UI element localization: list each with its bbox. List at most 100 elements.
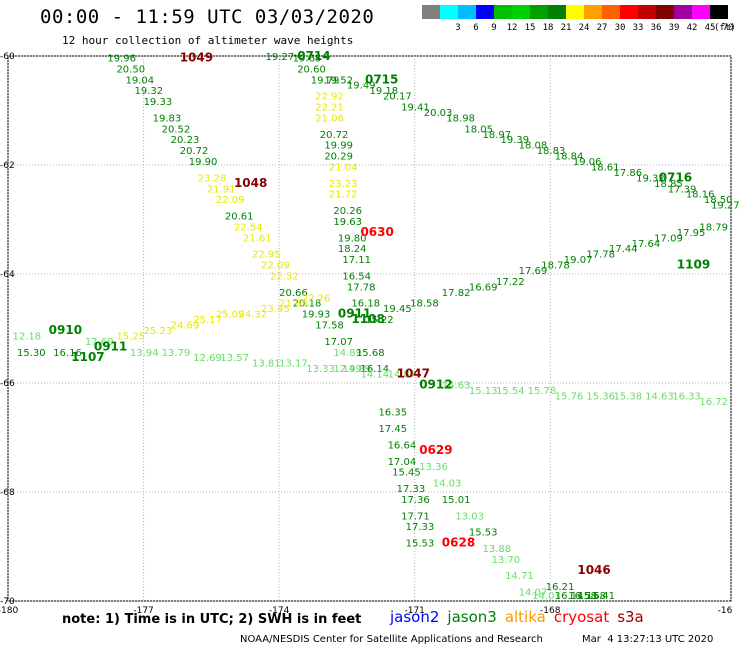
wave-height-value: 17.69: [519, 266, 548, 277]
legend-label: 27: [596, 23, 608, 33]
lat-tick-label: -64: [0, 270, 15, 280]
wave-height-value: 20.18: [293, 299, 322, 310]
wave-height-value: 17.33: [406, 522, 435, 533]
track-time-label: 0911: [338, 307, 371, 321]
wave-height-value: 22.09: [261, 261, 290, 272]
wave-height-value: 21.61: [243, 233, 272, 244]
wave-height-value: 13.70: [492, 555, 521, 566]
wave-height-value: 23.28: [198, 173, 227, 184]
wave-height-value: 15.53: [469, 528, 498, 539]
legend-label: 24: [578, 23, 590, 33]
wave-height-value: 19.45: [383, 304, 412, 315]
legend-swatch: [566, 5, 584, 19]
legend-swatch: [512, 5, 530, 19]
wave-height-value: 17.11: [342, 255, 371, 266]
wave-height-value: 16.33: [672, 391, 701, 402]
wave-height-value: 20.23: [171, 135, 200, 146]
wave-height-value: 22.32: [270, 271, 299, 282]
wave-height-value: 23.45: [261, 304, 290, 315]
track-time-label: 0630: [360, 225, 393, 239]
wave-height-value: 15.54: [496, 386, 525, 397]
lon-tick-label: -16: [718, 606, 733, 616]
wave-height-value: 20.29: [324, 152, 353, 163]
wave-height-value: 17.04: [388, 457, 417, 468]
wave-height-value: 22.92: [315, 92, 344, 103]
legend-label: 30: [614, 23, 626, 33]
legend-swatch: [638, 5, 656, 19]
footer-timestamp: Mar 4 13:27:13 UTC 2020: [582, 634, 714, 645]
legend-label: 6: [473, 23, 479, 33]
wave-height-value: 18.83: [537, 146, 566, 157]
wave-height-value: 15.53: [406, 539, 435, 550]
lat-tick-label: -68: [0, 488, 15, 498]
wave-height-value: 14.07: [519, 588, 548, 599]
wave-height-value: 18.58: [410, 299, 439, 310]
legend-swatch: [656, 5, 674, 19]
wave-height-value: 22.09: [216, 195, 245, 206]
wave-height-value: 18.85: [654, 179, 683, 190]
lon-tick-label: -168: [540, 606, 561, 616]
wave-height-value: 18.50: [704, 195, 733, 206]
track-time-label: 0912: [419, 377, 452, 391]
wave-height-value: 22.21: [315, 103, 344, 114]
lon-tick-label: -174: [269, 606, 290, 616]
legend-label: 45: [704, 23, 716, 33]
wave-height-value: 12.18: [13, 331, 42, 342]
wave-height-value: 13.33: [306, 364, 335, 375]
wave-height-value: 16.72: [699, 397, 728, 408]
wave-height-value: 25.23: [144, 326, 173, 337]
legend-label: 12: [506, 23, 518, 33]
legend-label: 39: [668, 23, 680, 33]
wave-height-value: 13.88: [482, 544, 511, 555]
wave-height-value: 20.26: [333, 206, 362, 217]
track-time-label: 0911: [94, 339, 127, 353]
legend-label: 3: [455, 23, 461, 33]
track-time-label: 0628: [442, 536, 475, 550]
wave-height-value: 14.89: [342, 364, 371, 375]
lat-tick-label: -70: [0, 597, 15, 607]
wave-height-value: 24.69: [171, 321, 200, 332]
legend-label: 9: [491, 23, 497, 33]
wave-height-value: 17.95: [677, 228, 706, 239]
legend-swatch: [422, 5, 440, 19]
footer-credit: NOAA/NESDIS Center for Satellite Applica…: [240, 634, 543, 645]
wave-height-value: 18.08: [519, 141, 548, 152]
wave-height-value: 16.64: [388, 440, 417, 451]
wave-height-value: 14.63: [645, 391, 674, 402]
wave-height-value: 19.52: [324, 75, 353, 86]
satellite-altika: altika: [504, 608, 546, 626]
wave-height-value: 16.58: [568, 591, 597, 602]
wave-height-value: 22.76: [302, 293, 331, 304]
wave-height-value: 23.23: [329, 179, 358, 190]
legend-label: 36: [650, 23, 662, 33]
wave-height-value: 14.87: [388, 370, 417, 381]
wave-height-value: 19.06: [573, 157, 602, 168]
wave-height-value: 17.44: [609, 244, 638, 255]
wave-height-value: 18.78: [541, 261, 570, 272]
footer-note: note: 1) Time is in UTC; 2) SWH is in fe…: [62, 612, 362, 627]
legend-swatch: [548, 5, 566, 19]
wave-height-value: 19.27: [711, 201, 740, 212]
track-time-label: 0629: [419, 443, 452, 457]
track-time-label: 0714: [297, 49, 330, 63]
wave-height-value: 14.63: [442, 380, 471, 391]
wave-height-value: 19.96: [107, 53, 136, 64]
satellite-jason2: jason2: [390, 608, 440, 626]
wave-height-value: 20.17: [383, 92, 412, 103]
wave-height-value: 13.81: [252, 359, 281, 370]
wave-height-value: 21.06: [315, 113, 344, 124]
wave-height-value: 17.39: [668, 184, 697, 195]
wave-height-value: 17.09: [654, 233, 683, 244]
track-time-label: 1048: [234, 176, 267, 190]
wave-height-value: 18.79: [699, 222, 728, 233]
wave-height-value: 15.76: [555, 391, 584, 402]
wave-height-value: 17.78: [586, 250, 615, 261]
wave-height-value: 19.33: [144, 97, 173, 108]
wave-height-value: 16.54: [342, 271, 371, 282]
wave-height-value: 13.57: [220, 353, 249, 364]
wave-height-value: 19.32: [135, 86, 164, 97]
legend-label: 42: [686, 23, 698, 33]
wave-height-value: 14.03: [532, 591, 561, 602]
map-frame: [7, 55, 732, 602]
legend-label: 33: [632, 23, 644, 33]
